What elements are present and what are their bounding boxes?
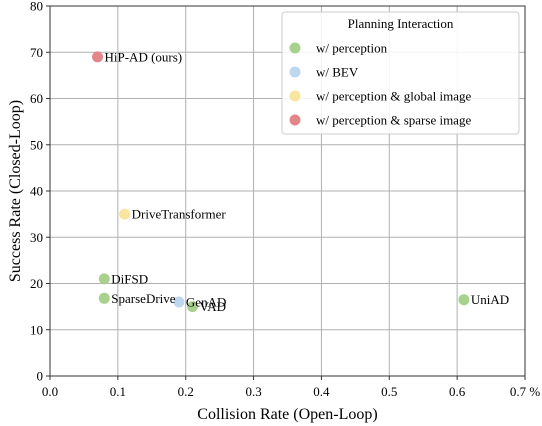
legend-label: w/ perception xyxy=(316,41,388,56)
y-tick-label: 40 xyxy=(30,184,43,199)
data-point xyxy=(458,294,470,306)
x-tick-label: 0.2 xyxy=(178,384,194,399)
point-label: DriveTransformer xyxy=(132,207,227,222)
y-tick-label: 10 xyxy=(30,322,43,337)
y-tick-label: 60 xyxy=(30,91,43,106)
x-tick-label: 0.5 xyxy=(381,384,397,399)
legend-label: w/ BEV xyxy=(316,65,359,80)
data-point xyxy=(187,301,198,313)
legend-label: w/ perception & sparse image xyxy=(316,113,471,128)
y-tick-label: 50 xyxy=(30,137,43,152)
point-label: VAD xyxy=(200,299,227,314)
data-point xyxy=(92,51,103,63)
y-tick-label: 0 xyxy=(37,369,44,384)
data-point xyxy=(98,292,110,304)
data-point xyxy=(119,208,131,220)
x-tick-label: 0.1 xyxy=(110,384,126,399)
x-axis-title: Collision Rate (Open-Loop) xyxy=(197,406,377,423)
x-tick-label: 0.7 % xyxy=(510,384,541,399)
x-tick-label: 0.6 xyxy=(449,384,466,399)
point-label: GenAD xyxy=(186,295,226,310)
axis-ticks: 0.0 0.1 0.2 0.3 0.4 0.5 0.6 0.7 % 0 10 20 30 40 50 60 7… xyxy=(30,0,540,399)
point-label: DiFSD xyxy=(111,271,148,286)
legend-box xyxy=(281,11,520,135)
point-label: SparseDrive xyxy=(111,291,175,306)
y-axis-title: Success Rate (Closed-Loop) xyxy=(7,100,24,282)
legend-title: Planning Interaction xyxy=(348,16,454,31)
data-point xyxy=(98,273,110,285)
legend-label: w/ perception & global image xyxy=(316,89,471,104)
point-label: UniAD xyxy=(471,292,509,307)
x-tick-label: 0.4 xyxy=(313,384,330,399)
point-label: HiP-AD (ours) xyxy=(105,49,183,64)
legend-entries: w/ perception w/ BEV w/ perception & globa… xyxy=(289,41,471,128)
x-tick-label: 0.0 xyxy=(42,384,58,399)
x-tick-label: 0.3 xyxy=(245,384,261,399)
data-point xyxy=(173,296,185,308)
y-tick-label: 80 xyxy=(30,0,43,14)
y-tick-label: 30 xyxy=(30,230,43,245)
data-points xyxy=(92,51,470,313)
legend-marker xyxy=(289,66,301,78)
point-labels: HiP-AD (ours) DriveTransformer DiFSD Sparse… xyxy=(105,49,510,314)
legend-marker xyxy=(289,90,301,102)
y-tick-label: 70 xyxy=(30,45,43,60)
y-tick-label: 20 xyxy=(30,276,43,291)
legend-marker xyxy=(289,114,301,126)
legend-marker xyxy=(289,42,301,54)
legend: Planning Interaction w/ perception w/ BEV… xyxy=(281,11,520,135)
